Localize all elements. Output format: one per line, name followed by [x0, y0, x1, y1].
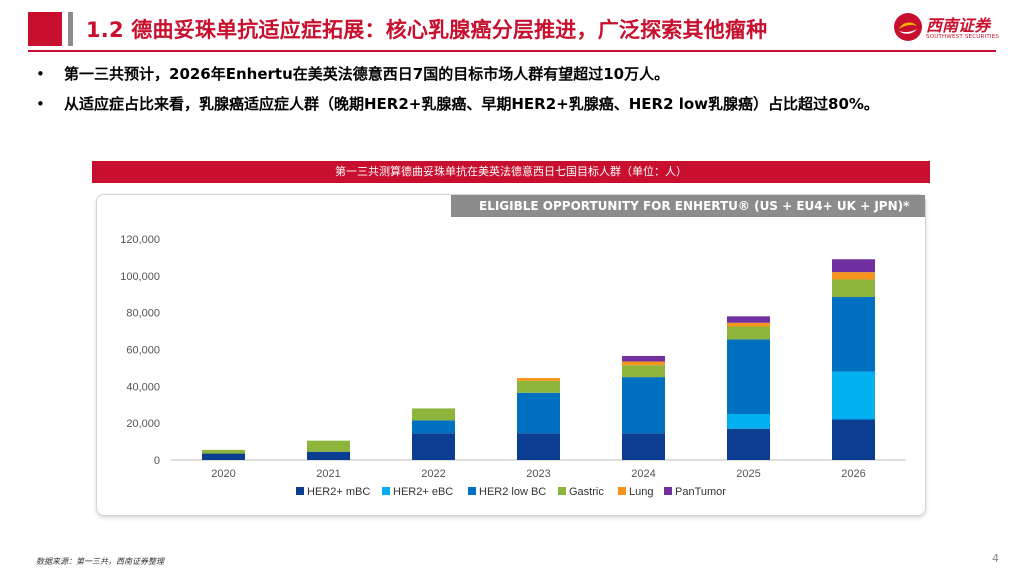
bar-segment [727, 322, 770, 327]
brand-name-en: SOUTHWEST SECURITIES [926, 34, 1000, 40]
x-tick-label: 2024 [631, 468, 655, 480]
bar-segment [517, 380, 560, 393]
legend-swatch [558, 487, 566, 495]
bar-segment [307, 451, 350, 460]
bar-segment [727, 339, 770, 414]
bar-segment [622, 361, 665, 366]
bullet-text: 从适应症占比来看，乳腺癌适应症人群（晚期HER2+乳腺癌、早期HER2+乳腺癌、… [64, 95, 879, 113]
legend-label: PanTumor [675, 486, 726, 498]
bar-segment [517, 378, 560, 381]
legend-swatch [664, 487, 672, 495]
bar-segment [727, 316, 770, 323]
source-footnote: 数据来源：第一三共，西南证券整理 [36, 557, 164, 566]
y-tick-label: 120,000 [120, 234, 160, 246]
y-tick-label: 0 [154, 455, 160, 467]
bullet-list: • 第一三共预计，2026年Enhertu在美英法德意西日7国的目标市场人群有望… [36, 62, 996, 122]
y-tick-label: 80,000 [126, 308, 160, 320]
bar-segment [412, 408, 455, 421]
bullet-text: 第一三共预计，2026年Enhertu在美英法德意西日7国的目标市场人群有望超过… [64, 65, 670, 83]
bar-segment [832, 279, 875, 298]
y-tick-label: 100,000 [120, 271, 160, 283]
bar-segment [727, 428, 770, 460]
bar-segment [202, 453, 245, 460]
legend-swatch [468, 487, 476, 495]
bar-segment [832, 297, 875, 372]
brand-name-cn: 西南证券 [926, 16, 991, 35]
y-tick-label: 40,000 [126, 381, 160, 393]
title-divider [28, 50, 996, 52]
bar-segment [622, 365, 665, 378]
title-bar: 1.2 德曲妥珠单抗适应症拓展：核心乳腺癌分层推进，广泛探索其他瘤种 [28, 12, 858, 46]
bar-segment [202, 449, 245, 454]
title-accent-bar [68, 12, 73, 46]
x-tick-label: 2025 [736, 468, 760, 480]
brand-logo: 西南证券 SOUTHWEST SECURITIES [893, 10, 1003, 46]
chart-title: ELIGIBLE OPPORTUNITY FOR ENHERTU® (US + … [451, 195, 925, 217]
legend-label: Lung [629, 486, 653, 498]
bar-segment [832, 272, 875, 280]
bar-segment [307, 440, 350, 452]
bar-segment [727, 326, 770, 340]
legend-swatch [618, 487, 626, 495]
y-tick-label: 20,000 [126, 418, 160, 430]
page-title: 1.2 德曲妥珠单抗适应症拓展：核心乳腺癌分层推进，广泛探索其他瘤种 [86, 18, 768, 42]
bar-segment [517, 433, 560, 460]
bar-segment [832, 371, 875, 420]
legend-label: HER2+ mBC [307, 486, 370, 498]
bar-segment [517, 392, 560, 434]
x-tick-label: 2026 [841, 468, 865, 480]
bar-segment [832, 419, 875, 460]
page-number: 4 [992, 552, 999, 565]
bar-segment [727, 413, 770, 429]
bar-segment [622, 355, 665, 362]
title-accent-block [28, 12, 62, 46]
stacked-bar-chart: 0 20,000 40,000 60,000 80,000 100,000 120,000 2… [120, 234, 906, 498]
legend-label: HER2+ eBC [393, 486, 453, 498]
bar-segment [622, 433, 665, 460]
x-tick-label: 2021 [316, 468, 340, 480]
bullet-item: • 从适应症占比来看，乳腺癌适应症人群（晚期HER2+乳腺癌、早期HER2+乳腺… [36, 92, 996, 122]
x-tick-label: 2020 [211, 468, 235, 480]
legend-label: Gastric [569, 486, 604, 498]
x-tick-label: 2022 [421, 468, 445, 480]
bullet-marker: • [36, 95, 45, 113]
legend-swatch [296, 487, 304, 495]
brand-logo-icon [894, 13, 922, 41]
bar-segment [412, 433, 455, 460]
bar-segment [622, 377, 665, 434]
x-tick-label: 2023 [526, 468, 550, 480]
bullet-marker: • [36, 65, 45, 83]
chart-caption-banner: 第一三共测算德曲妥珠单抗在美英法德意西日七国目标人群（单位：人） [92, 161, 930, 183]
legend-swatch [382, 487, 390, 495]
bar-segment [832, 259, 875, 273]
bullet-item: • 第一三共预计，2026年Enhertu在美英法德意西日7国的目标市场人群有望… [36, 62, 996, 92]
bar-segment [412, 420, 455, 434]
chart-frame [96, 194, 926, 516]
y-tick-label: 60,000 [126, 345, 160, 357]
legend-label: HER2 low BC [479, 486, 546, 498]
